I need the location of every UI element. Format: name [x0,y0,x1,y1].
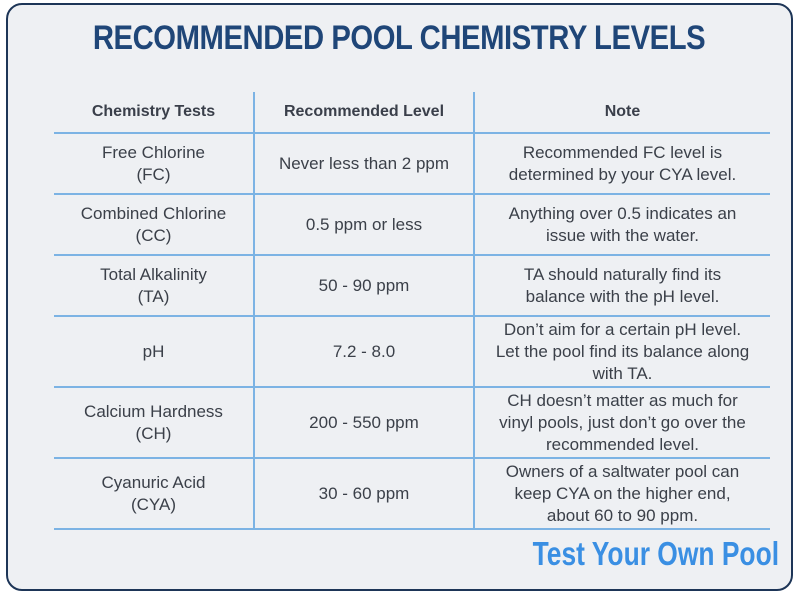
column-header: Note [473,92,770,134]
level-cell: 7.2 - 8.0 [253,316,474,388]
note-cell-line: TA should naturally find its [523,264,722,284]
test-cell: Combined Chlorine (CC) [54,194,254,256]
test-cell-line: (CC) [135,225,172,245]
note-cell: CH doesn’t matter as much for vinyl pools… [473,387,770,459]
level-cell: 30 - 60 ppm [253,458,474,530]
test-cell-line: pH [142,341,165,361]
note-cell: TA should naturally find its balance with… [473,255,770,317]
note-cell-line: recommended level. [545,434,700,454]
test-cell: Total Alkalinity (TA) [54,255,254,317]
note-cell-line: Recommended FC level is [522,142,723,162]
note-cell-line: Anything over 0.5 indicates an [508,203,737,223]
test-cell-line: Total Alkalinity [100,264,207,284]
level-cell-line: 0.5 ppm or less [305,214,423,234]
note-cell-line: with TA. [592,363,653,383]
header-row: Chemistry Tests Recommended Level Note [54,92,770,134]
level-cell: Never less than 2 ppm [253,133,474,195]
note-cell: Owners of a saltwater pool can keep CYA o… [473,458,770,530]
page-title: RECOMMENDED POOL CHEMISTRY LEVELS [8,19,791,58]
note-cell: Recommended FC level is determined by you… [473,133,770,195]
note-cell-line: Owners of a saltwater pool can [505,461,740,481]
table-row: Free Chlorine (FC) Never less than 2 ppm Re… [54,133,770,195]
note-cell-line: about 60 to 90 ppm. [546,505,699,525]
level-cell-line: Never less than 2 ppm [278,153,450,173]
table-row: Calcium Hardness (CH) 200 - 550 ppm CH does… [54,387,770,459]
note-cell: Anything over 0.5 indicates an issue with… [473,194,770,256]
test-cell-line: Calcium Hardness [84,401,223,421]
test-cell: Free Chlorine (FC) [54,133,254,195]
column-header: Recommended Level [253,92,474,134]
table-row: Cyanuric Acid (CYA) 30 - 60 ppm Owners of a… [54,458,770,530]
test-cell-line: (CH) [135,423,172,443]
column-header: Chemistry Tests [54,92,254,134]
test-cell-line: (FC) [136,164,171,184]
test-cell-line: (TA) [137,286,170,306]
test-cell: pH [54,316,254,388]
table-row: Total Alkalinity (TA) 50 - 90 ppm TA should… [54,255,770,317]
chemistry-table: Chemistry Tests Recommended Level Note F… [54,92,770,530]
infographic-card: RECOMMENDED POOL CHEMISTRY LEVELS Chemis… [6,3,793,591]
note-cell-line: CH doesn’t matter as much for [507,390,738,410]
level-cell: 50 - 90 ppm [253,255,474,317]
table-row: pH 7.2 - 8.0 Don’t aim for a certain pH le… [54,316,770,388]
test-cell: Cyanuric Acid (CYA) [54,458,254,530]
table-row: Combined Chlorine (CC) 0.5 ppm or less Anyt… [54,194,770,256]
note-cell: Don’t aim for a certain pH level. Let the… [473,316,770,388]
note-cell-line: keep CYA on the higher end, [514,483,731,503]
test-cell-line: Combined Chlorine [80,203,227,223]
level-cell-line: 200 - 550 ppm [309,412,419,432]
logo: Test Your Own Pool [532,535,779,572]
note-cell-line: vinyl pools, just don’t go over the [499,412,746,432]
test-cell-line: (CYA) [130,494,176,514]
note-cell-line: Let the pool find its balance along [495,341,750,361]
note-cell-line: determined by your CYA level. [508,164,737,184]
level-cell-line: 7.2 - 8.0 [332,341,396,361]
note-cell-line: Don’t aim for a certain pH level. [503,319,742,339]
title-text: RECOMMENDED POOL CHEMISTRY LEVELS [93,19,706,57]
note-cell-line: issue with the water. [545,225,700,245]
test-cell: Calcium Hardness (CH) [54,387,254,459]
test-cell-line: Free Chlorine [102,142,205,162]
note-cell-line: balance with the pH level. [525,286,720,306]
level-cell: 200 - 550 ppm [253,387,474,459]
test-cell-line: Cyanuric Acid [101,472,206,492]
level-cell-line: 50 - 90 ppm [318,275,410,295]
level-cell-line: 30 - 60 ppm [318,483,410,503]
level-cell: 0.5 ppm or less [253,194,474,256]
